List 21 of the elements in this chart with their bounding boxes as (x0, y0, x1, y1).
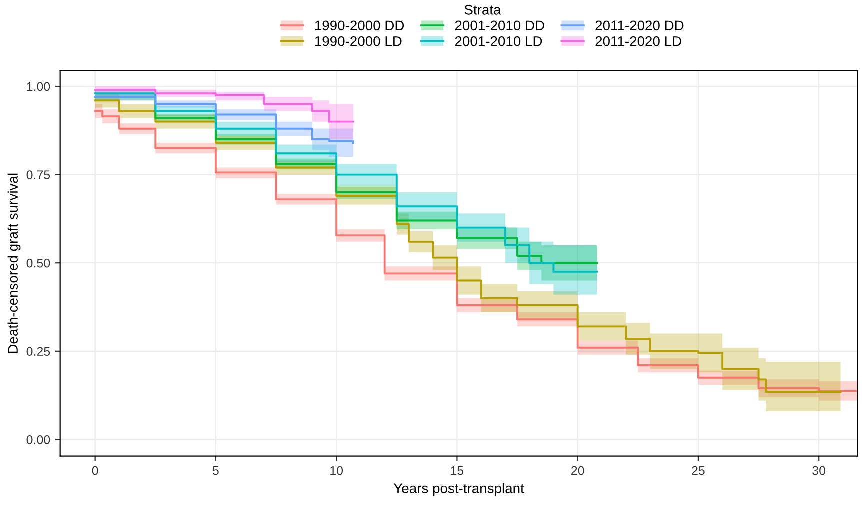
legend-label: 2011-2020 DD (596, 20, 684, 31)
y-tick-label: 0.25 (26, 347, 50, 356)
x-tick-label: 0 (92, 466, 98, 476)
y-tick-label: 0.50 (26, 258, 50, 268)
x-tick-label: 25 (692, 466, 705, 476)
legend-title: Strata (464, 5, 502, 15)
x-tick-label: 20 (572, 466, 584, 476)
legend-label: 2001-2010 LD (455, 36, 542, 46)
x-tick-label: 30 (812, 466, 826, 476)
x-tick-label: 5 (212, 466, 219, 476)
legend-label: 2011-2020 LD (596, 36, 682, 46)
legend-label: 1990-2000 DD (315, 20, 404, 31)
legend-label: 1990-2000 LD (315, 36, 402, 46)
y-tick-label: 1.00 (27, 82, 50, 92)
x-axis-title: Years post-transplant (394, 483, 524, 496)
legend-label: 2001-2010 DD (455, 20, 544, 31)
x-tick-label: 15 (451, 466, 464, 476)
y-tick-label: 0.00 (26, 436, 50, 444)
y-tick-label: 0.75 (26, 170, 50, 180)
x-tick-label: 10 (330, 466, 344, 476)
y-axis-title: Death-censored graft survival (8, 174, 21, 354)
